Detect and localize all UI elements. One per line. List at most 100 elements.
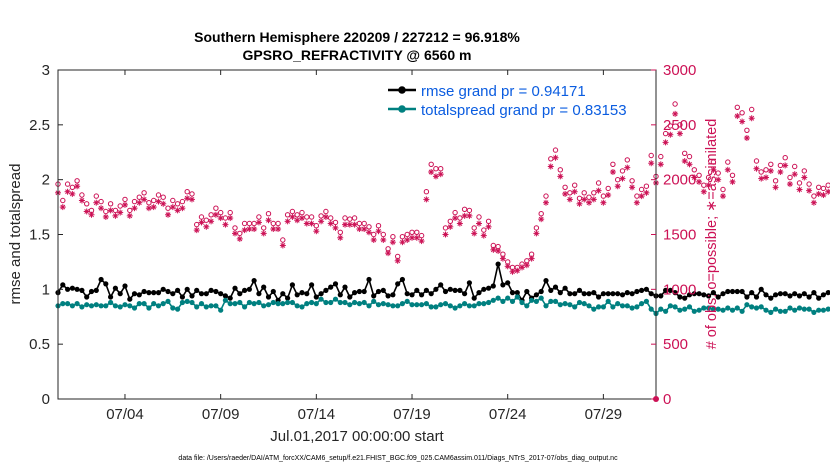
marker-obs-assimilated <box>174 207 181 214</box>
marker-obs-assimilated <box>609 168 616 175</box>
x-tick-label: 07/24 <box>489 406 527 423</box>
marker-obs-assimilated <box>614 183 621 190</box>
point-rmse <box>806 294 812 300</box>
point-totalspread <box>720 307 726 313</box>
point-totalspread <box>629 305 635 311</box>
point-rmse <box>543 278 549 284</box>
point-totalspread <box>222 297 228 303</box>
marker-obs-possible <box>543 193 549 199</box>
point-rmse <box>146 290 152 296</box>
point-rmse <box>371 293 377 299</box>
point-rmse <box>466 280 472 286</box>
marker-obs-possible <box>289 208 296 215</box>
point-rmse <box>160 286 166 292</box>
marker-obs-assimilated <box>102 213 109 220</box>
point-rmse <box>428 291 434 297</box>
marker-obs-assimilated <box>212 211 219 218</box>
point-rmse <box>816 295 822 301</box>
point-rmse <box>552 284 559 290</box>
marker-obs-possible <box>562 184 568 191</box>
marker-obs-assimilated <box>327 220 334 227</box>
point-totalspread <box>251 301 257 307</box>
marker-obs-possible <box>667 123 674 129</box>
marker-obs-possible <box>275 220 281 227</box>
point-rmse <box>768 295 774 301</box>
marker-obs-possible <box>796 180 803 186</box>
point-totalspread <box>375 302 382 308</box>
point-rmse <box>825 290 830 296</box>
marker-obs-assimilated <box>619 175 626 182</box>
point-totalspread <box>170 305 176 311</box>
point-rmse <box>380 287 386 293</box>
marker-obs-assimilated <box>332 224 339 231</box>
point-totalspread <box>691 308 697 314</box>
point-rmse <box>773 292 779 298</box>
point-totalspread <box>218 307 224 313</box>
point-totalspread <box>98 303 104 309</box>
marker-obs-assimilated <box>499 255 506 262</box>
point-rmse <box>481 286 487 292</box>
marker-obs-assimilated <box>145 205 152 212</box>
point-rmse <box>744 294 750 300</box>
y-tick-label-right: 500 <box>663 336 688 353</box>
point-totalspread <box>175 306 181 312</box>
marker-obs-assimilated <box>528 255 535 262</box>
marker-obs-assimilated <box>772 184 779 191</box>
marker-obs-assimilated <box>796 186 803 193</box>
marker-obs-possible <box>705 174 712 181</box>
marker-obs-possible <box>629 178 635 184</box>
point-totalspread <box>820 307 827 313</box>
point-totalspread <box>213 303 219 309</box>
point-totalspread <box>562 301 568 307</box>
marker-obs-assimilated <box>485 223 492 230</box>
point-totalspread <box>624 303 630 309</box>
marker-obs-possible <box>155 192 162 198</box>
marker-obs-possible <box>107 201 114 207</box>
point-totalspread <box>155 303 162 309</box>
marker-obs-assimilated <box>203 223 210 230</box>
point-totalspread <box>275 301 281 307</box>
marker-obs-assimilated <box>763 174 770 181</box>
chart-title-line1: Southern Hemisphere 220209 / 227212 = 96… <box>194 29 520 45</box>
point-totalspread <box>347 302 353 308</box>
marker-obs-possible <box>218 209 224 216</box>
point-totalspread <box>356 301 362 307</box>
marker-obs-assimilated <box>729 178 736 185</box>
marker-obs-assimilated <box>662 139 669 146</box>
marker-obs-possible <box>581 190 587 196</box>
marker-obs-possible <box>567 190 573 196</box>
marker-obs-possible <box>328 215 334 221</box>
marker-obs-possible <box>787 174 793 181</box>
point-totalspread <box>538 295 544 301</box>
point-totalspread <box>108 299 114 306</box>
marker-obs-assimilated <box>375 228 382 235</box>
marker-obs-assimilated <box>786 181 793 188</box>
point-rmse <box>232 285 238 291</box>
point-rmse <box>557 290 563 296</box>
marker-obs-assimilated <box>112 212 119 219</box>
y-tick-label-right: 2500 <box>663 117 696 134</box>
point-rmse <box>98 276 104 283</box>
marker-obs-assimilated <box>88 211 95 218</box>
marker-obs-assimilated <box>676 130 683 137</box>
marker-obs-possible <box>98 198 104 205</box>
point-totalspread <box>399 301 405 307</box>
marker-obs-possible <box>533 225 540 231</box>
point-rmse <box>155 290 162 296</box>
marker-obs-possible <box>84 201 90 207</box>
marker-obs-possible <box>610 161 616 168</box>
marker-obs-assimilated <box>236 235 243 242</box>
marker-obs-assimilated <box>303 220 310 227</box>
point-rmse <box>586 291 592 297</box>
point-totalspread <box>648 306 654 312</box>
point-rmse <box>88 288 95 295</box>
point-totalspread <box>380 301 386 307</box>
marker-obs-assimilated <box>624 164 631 171</box>
marker-obs-assimilated <box>169 204 176 211</box>
point-rmse <box>208 287 214 293</box>
point-totalspread <box>452 305 458 311</box>
point-totalspread <box>189 299 195 306</box>
point-rmse <box>624 290 630 296</box>
point-totalspread <box>596 304 602 310</box>
marker-obs-assimilated <box>471 230 478 237</box>
